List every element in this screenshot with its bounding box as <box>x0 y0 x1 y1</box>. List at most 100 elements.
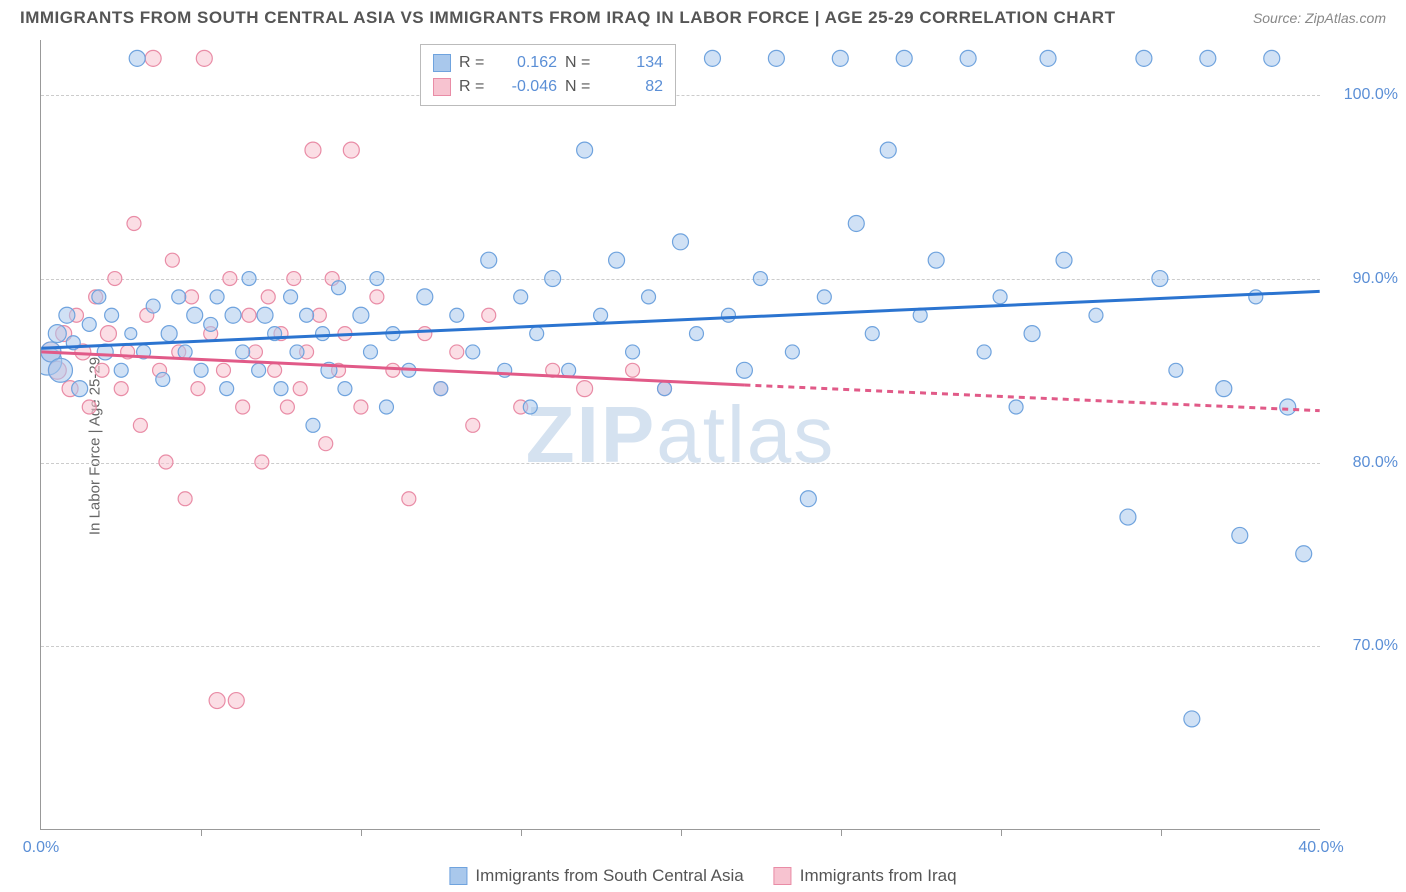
n-value: 82 <box>603 78 663 96</box>
r-value: 0.162 <box>497 54 557 72</box>
data-point <box>928 252 944 268</box>
data-point <box>785 345 799 359</box>
data-point <box>274 382 288 396</box>
data-point <box>481 252 497 268</box>
data-point <box>178 345 192 359</box>
data-point <box>626 363 640 377</box>
data-point <box>721 308 735 322</box>
data-point <box>370 272 384 286</box>
data-point <box>753 272 767 286</box>
data-point <box>1040 50 1056 66</box>
data-point <box>642 290 656 304</box>
data-point <box>1264 50 1280 66</box>
data-point <box>848 215 864 231</box>
data-point <box>1200 50 1216 66</box>
data-point <box>293 382 307 396</box>
y-tick-label: 80.0% <box>1353 454 1398 472</box>
data-point <box>284 290 298 304</box>
legend-swatch <box>433 54 451 72</box>
data-point <box>95 363 109 377</box>
data-point <box>594 308 608 322</box>
data-point <box>832 50 848 66</box>
data-point <box>228 693 244 709</box>
data-point <box>1169 363 1183 377</box>
x-tick <box>361 829 362 836</box>
data-point <box>658 382 672 396</box>
x-tick <box>521 829 522 836</box>
x-tick-label: 40.0% <box>1298 839 1343 857</box>
data-point <box>194 363 208 377</box>
data-point <box>1280 399 1296 415</box>
data-point <box>577 381 593 397</box>
data-point <box>736 362 752 378</box>
data-point <box>319 437 333 451</box>
data-point <box>450 308 464 322</box>
data-point <box>1232 527 1248 543</box>
data-point <box>1120 509 1136 525</box>
legend-item: Immigrants from Iraq <box>774 866 957 886</box>
data-point <box>530 327 544 341</box>
data-point <box>482 308 496 322</box>
data-point <box>159 455 173 469</box>
data-point <box>1024 326 1040 342</box>
x-tick <box>1161 829 1162 836</box>
data-point <box>92 290 106 304</box>
y-tick-label: 90.0% <box>1353 270 1398 288</box>
data-point <box>161 326 177 342</box>
data-point <box>312 308 326 322</box>
data-point <box>1216 381 1232 397</box>
data-point <box>129 50 145 66</box>
data-point <box>187 307 203 323</box>
data-point <box>236 345 250 359</box>
data-point <box>300 308 314 322</box>
data-point <box>434 382 448 396</box>
data-point <box>178 492 192 506</box>
data-point <box>865 327 879 341</box>
data-point <box>626 345 640 359</box>
trend-line <box>744 385 1319 411</box>
legend-series: Immigrants from South Central Asia Immig… <box>449 866 956 886</box>
data-point <box>1152 271 1168 287</box>
data-point <box>1089 308 1103 322</box>
data-point <box>287 272 301 286</box>
data-point <box>386 363 400 377</box>
data-point <box>880 142 896 158</box>
data-point <box>209 693 225 709</box>
data-point <box>364 345 378 359</box>
source-label: Source: ZipAtlas.com <box>1253 10 1386 26</box>
n-label: N = <box>565 78 595 96</box>
data-point <box>146 299 160 313</box>
data-point <box>523 400 537 414</box>
scatter-svg <box>41 40 1320 829</box>
data-point <box>261 290 275 304</box>
data-point <box>290 345 304 359</box>
data-point <box>466 345 480 359</box>
chart-title: IMMIGRANTS FROM SOUTH CENTRAL ASIA VS IM… <box>20 8 1115 28</box>
legend-item: Immigrants from South Central Asia <box>449 866 743 886</box>
data-point <box>1184 711 1200 727</box>
legend-stat-row: R = 0.162 N = 134 <box>433 51 663 75</box>
data-point <box>817 290 831 304</box>
legend-stats: R = 0.162 N = 134 R = -0.046 N = 82 <box>420 44 676 106</box>
x-tick <box>841 829 842 836</box>
data-point <box>450 345 464 359</box>
data-point <box>59 307 75 323</box>
data-point <box>1136 50 1152 66</box>
data-point <box>343 142 359 158</box>
legend-label: Immigrants from South Central Asia <box>475 866 743 886</box>
data-point <box>332 281 346 295</box>
data-point <box>768 50 784 66</box>
x-tick <box>1001 829 1002 836</box>
data-point <box>172 290 186 304</box>
legend-swatch <box>774 867 792 885</box>
n-value: 134 <box>603 54 663 72</box>
data-point <box>1249 290 1263 304</box>
data-point <box>257 307 273 323</box>
data-point <box>1296 546 1312 562</box>
data-point <box>108 272 122 286</box>
data-point <box>977 345 991 359</box>
data-point <box>114 382 128 396</box>
data-point <box>156 372 170 386</box>
data-point <box>127 216 141 230</box>
data-point <box>609 252 625 268</box>
